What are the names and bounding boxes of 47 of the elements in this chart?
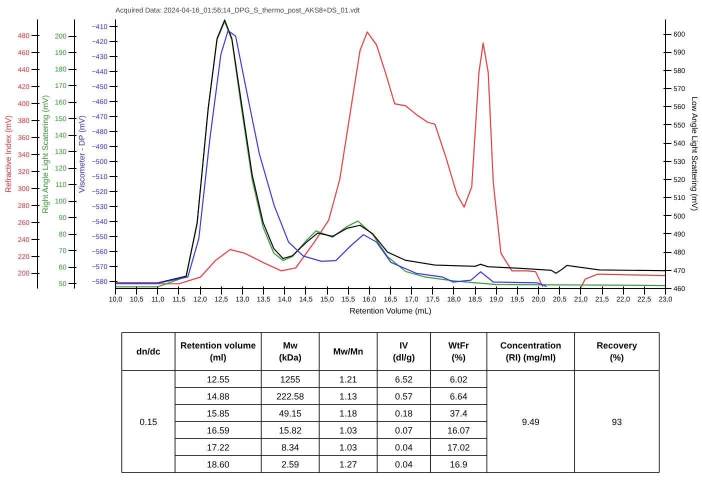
text: 16.59 [206, 426, 230, 436]
y3-axis-title: Right Angle Light Scattering (mV) [40, 94, 50, 214]
text: 0.07 [395, 426, 413, 436]
text: 0.04 [395, 442, 413, 452]
text: 1.18 [339, 408, 357, 418]
text: 15.85 [206, 408, 230, 418]
text: 0.57 [395, 392, 413, 402]
text: 1.03 [339, 426, 357, 436]
text: 1.27 [339, 460, 357, 470]
text: 37.4 [450, 408, 468, 418]
text: Recovery (%) [596, 340, 638, 362]
text: 16.9 [450, 460, 468, 470]
x-axis-title: Retention Volume (mL) [350, 306, 432, 316]
y-axis-title: Refractive Index (mV) [4, 114, 13, 193]
text: 12.55 [206, 374, 230, 384]
text: 2.59 [281, 460, 299, 470]
text: IV (dl/g) [392, 340, 415, 362]
y-axis-title: Viscometer - DP (mV) [78, 114, 87, 193]
text: 6.02 [450, 374, 468, 384]
text: Retention volume (ml) [180, 340, 256, 362]
text: Mw/Mn [333, 346, 364, 356]
text: 93 [612, 417, 622, 427]
text: 0.15 [140, 417, 158, 427]
text: 17.02 [447, 442, 470, 452]
text: 9.49 [522, 417, 540, 427]
text: 16.07 [447, 426, 470, 436]
text: Concentration (RI) (mg/ml) [500, 340, 562, 362]
text: 18.60 [206, 460, 230, 470]
text: 0.04 [395, 460, 413, 470]
text: dn/dc [136, 346, 160, 356]
text: 222.58 [276, 392, 304, 402]
text: 1.21 [339, 374, 357, 384]
text: Mw (kDa) [278, 340, 302, 362]
text: 6.64 [450, 392, 468, 402]
text: 49.15 [278, 408, 302, 418]
text: 15.82 [278, 426, 302, 436]
text: 1255 [280, 374, 300, 384]
text: 6.52 [395, 374, 413, 384]
line-series [116, 30, 548, 288]
text: WtFr (%) [448, 340, 470, 362]
text: 1.03 [339, 442, 357, 452]
text: 0.18 [395, 408, 413, 418]
text: 14.88 [206, 392, 230, 402]
text: 8.34 [281, 442, 299, 452]
y2-axis-title: Low Angle Light Scattering (mV) [690, 96, 700, 212]
text: 1.13 [339, 392, 357, 402]
text: 17.22 [206, 442, 230, 452]
